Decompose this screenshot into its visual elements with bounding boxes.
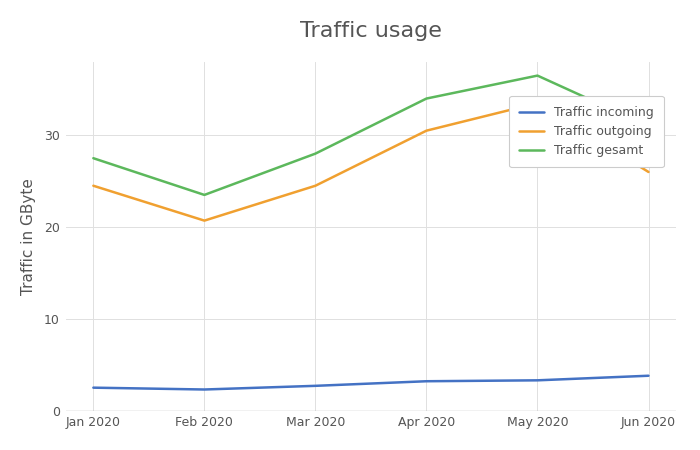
- Traffic outgoing: [89, 183, 97, 189]
- Traffic gesamt: [89, 156, 97, 161]
- Line: Traffic incoming: Traffic incoming: [93, 376, 648, 390]
- Title: Traffic usage: Traffic usage: [300, 21, 442, 41]
- Traffic incoming: [533, 378, 542, 383]
- Traffic incoming: [200, 387, 209, 392]
- Traffic outgoing: [200, 218, 209, 223]
- Traffic gesamt: [533, 73, 542, 78]
- Legend: Traffic incoming, Traffic outgoing, Traffic gesamt: Traffic incoming, Traffic outgoing, Traf…: [509, 96, 664, 167]
- Traffic outgoing: [422, 128, 430, 133]
- Line: Traffic gesamt: Traffic gesamt: [93, 76, 648, 195]
- Traffic incoming: [422, 378, 430, 384]
- Traffic gesamt: [200, 192, 209, 198]
- Traffic outgoing: [312, 183, 320, 189]
- Traffic incoming: [89, 385, 97, 390]
- Traffic gesamt: [422, 96, 430, 101]
- Traffic outgoing: [644, 169, 652, 175]
- Traffic outgoing: [533, 100, 542, 106]
- Traffic incoming: [312, 383, 320, 388]
- Traffic incoming: [644, 373, 652, 378]
- Y-axis label: Traffic in GByte: Traffic in GByte: [21, 178, 36, 295]
- Line: Traffic outgoing: Traffic outgoing: [93, 103, 648, 220]
- Traffic gesamt: [644, 123, 652, 129]
- Traffic gesamt: [312, 151, 320, 156]
